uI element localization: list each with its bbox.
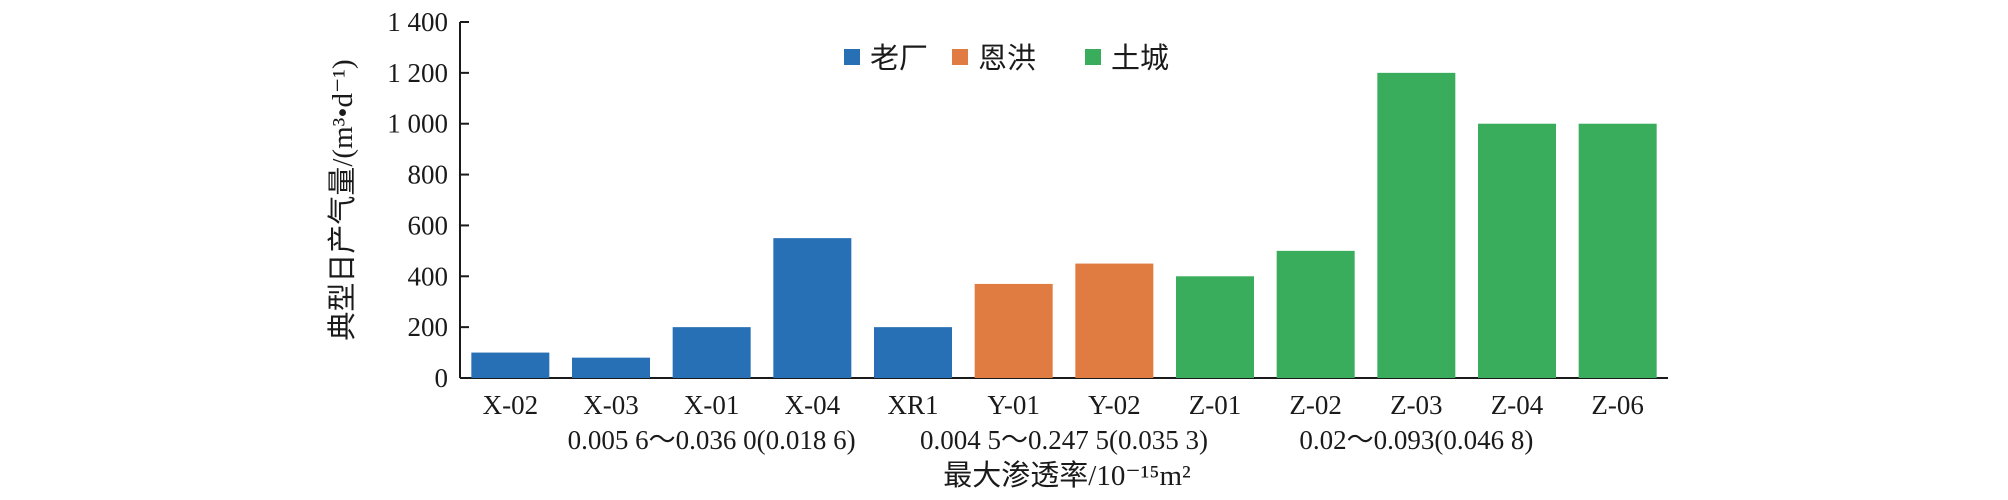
bar-z-01 bbox=[1176, 276, 1254, 378]
x-axis-range-labels: 0.005 6～0.036 0(0.018 6) 0.004 5～0.247 5(… bbox=[568, 425, 1534, 455]
range-label: 0.004 5～0.247 5(0.035 3) bbox=[920, 425, 1208, 455]
y-tick-label: 400 bbox=[408, 261, 449, 291]
bar-z-04 bbox=[1478, 123, 1556, 378]
x-tick-label: Z-01 bbox=[1189, 390, 1241, 420]
y-tick-label: 1 400 bbox=[387, 7, 448, 37]
legend-swatch bbox=[844, 49, 860, 65]
bar-z-03 bbox=[1377, 72, 1456, 378]
bar-y-01 bbox=[974, 283, 1053, 378]
y-tick-label: 600 bbox=[408, 210, 449, 240]
bar-y-02 bbox=[1075, 263, 1154, 378]
x-tick-label: X-04 bbox=[785, 390, 841, 420]
x-tick-label: XR1 bbox=[887, 390, 938, 420]
y-axis-ticks: 0 200 400 600 800 1 000 1 200 1 400 bbox=[387, 7, 469, 393]
legend-swatch bbox=[952, 49, 968, 65]
bar-x-03 bbox=[572, 357, 650, 378]
x-axis-title: 最大渗透率/10⁻¹⁵m² bbox=[943, 459, 1191, 492]
legend-label: 土城 bbox=[1111, 41, 1169, 75]
y-tick-label: 0 bbox=[435, 363, 449, 393]
x-tick-label: Z-06 bbox=[1591, 390, 1643, 420]
x-tick-label: Z-04 bbox=[1491, 390, 1544, 420]
bar-x-02 bbox=[471, 352, 550, 378]
x-tick-label: X-03 bbox=[583, 390, 639, 420]
y-tick-label: 1 000 bbox=[387, 109, 448, 139]
x-tick-label: X-01 bbox=[684, 390, 740, 420]
y-tick-label: 200 bbox=[408, 312, 449, 342]
y-tick-label: 1 200 bbox=[387, 58, 448, 88]
bar-x-04 bbox=[773, 238, 852, 378]
legend-swatch bbox=[1085, 49, 1101, 65]
range-label: 0.02～0.093(0.046 8) bbox=[1299, 425, 1533, 455]
legend-label: 老厂 bbox=[870, 41, 928, 75]
x-tick-label: X-02 bbox=[483, 390, 539, 420]
bar-z-06 bbox=[1578, 123, 1657, 378]
plot-axes bbox=[459, 22, 1668, 379]
y-tick-label: 800 bbox=[408, 160, 449, 190]
x-tick-label: Y-01 bbox=[987, 390, 1040, 420]
bars bbox=[471, 72, 1657, 378]
bar-xr1 bbox=[874, 327, 952, 378]
legend-label: 恩洪 bbox=[978, 41, 1036, 75]
bar-z-02 bbox=[1276, 250, 1355, 378]
bar-x-01 bbox=[672, 327, 751, 378]
x-tick-label: Z-03 bbox=[1390, 390, 1442, 420]
x-tick-label: Y-02 bbox=[1088, 390, 1141, 420]
legend: 老厂 恩洪 土城 bbox=[844, 41, 1169, 75]
y-axis-title: 典型日产气量/(m³•d⁻¹) bbox=[326, 59, 359, 340]
x-tick-label: Z-02 bbox=[1289, 390, 1341, 420]
range-label: 0.005 6～0.036 0(0.018 6) bbox=[568, 425, 856, 455]
x-axis-category-labels: X-02 X-03 X-01 X-04 XR1 Y-01 Y-02 Z-01 Z-02 Z-03 Z… bbox=[483, 390, 1644, 420]
